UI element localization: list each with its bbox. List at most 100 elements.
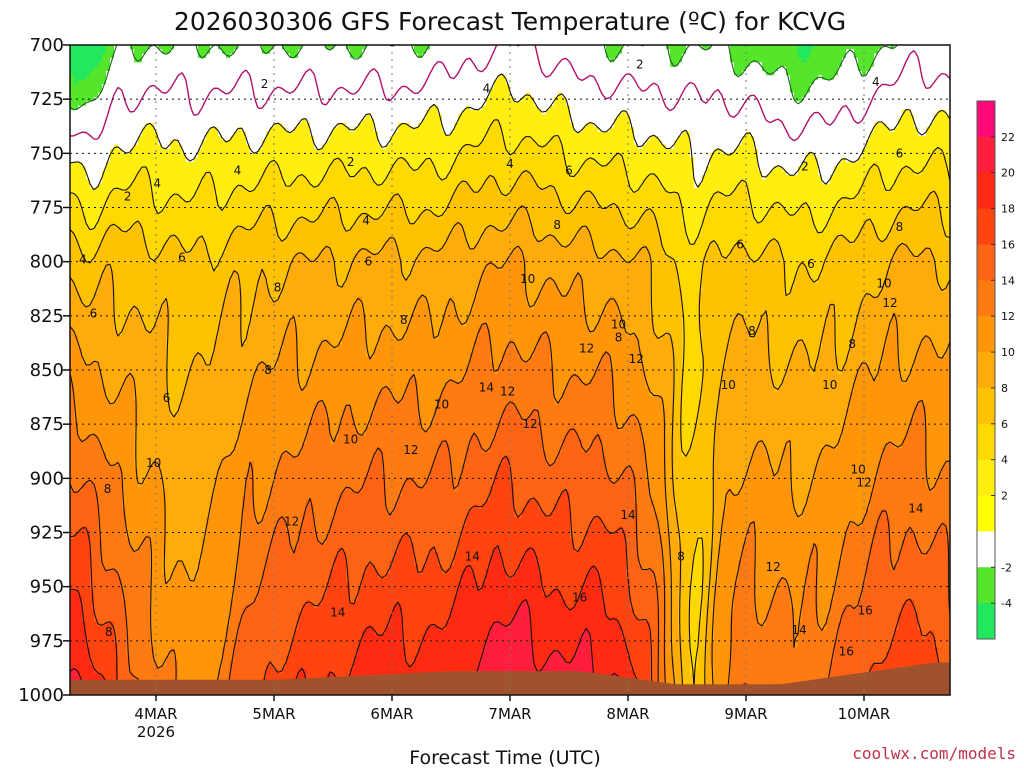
- field-cell: [886, 58, 891, 63]
- field-cell: [402, 67, 407, 72]
- field-cell: [882, 49, 887, 54]
- field-cell: [522, 58, 527, 63]
- field-cell: [526, 62, 531, 67]
- field-cell: [802, 54, 807, 59]
- field-cell: [590, 58, 595, 63]
- field-cell: [274, 67, 279, 72]
- field-cell: [790, 54, 795, 59]
- field-cell: [878, 54, 883, 59]
- field-cell: [102, 67, 107, 72]
- field-cell: [826, 58, 831, 63]
- field-cell: [326, 58, 331, 63]
- field-cell: [602, 58, 607, 63]
- field-cell: [578, 58, 583, 63]
- field-cell: [778, 58, 783, 63]
- field-cell: [202, 58, 207, 63]
- field-cell: [610, 54, 615, 59]
- field-cell: [406, 49, 411, 54]
- field-cell: [366, 62, 371, 67]
- field-cell: [842, 67, 847, 72]
- field-cell: [334, 54, 339, 59]
- field-cell: [890, 67, 895, 72]
- field-cell: [106, 49, 111, 54]
- field-cell: [258, 62, 263, 67]
- field-cell: [794, 54, 799, 59]
- field-cell: [454, 49, 459, 54]
- field-cell: [174, 58, 179, 63]
- field-cell: [714, 67, 719, 72]
- field-cell: [174, 54, 179, 59]
- field-cell: [178, 54, 183, 59]
- field-cell: [778, 54, 783, 59]
- field-cell: [238, 49, 243, 54]
- field-cell: [402, 62, 407, 67]
- field-cell: [666, 62, 671, 67]
- field-cell: [826, 49, 831, 54]
- field-cell: [386, 54, 391, 59]
- field-cell: [218, 54, 223, 59]
- field-cell: [670, 54, 675, 59]
- field-cell: [130, 67, 135, 72]
- field-cell: [938, 62, 943, 67]
- field-cell: [386, 62, 391, 67]
- field-cell: [822, 62, 827, 67]
- field-cell: [522, 67, 527, 72]
- field-cell: [242, 54, 247, 59]
- field-cell: [250, 54, 255, 59]
- field-cell: [302, 62, 307, 67]
- field-cell: [362, 67, 367, 72]
- field-cell: [214, 54, 219, 59]
- field-cell: [226, 67, 231, 72]
- field-cell: [610, 49, 615, 54]
- field-cell: [514, 67, 519, 72]
- field-cell: [198, 58, 203, 63]
- field-cell: [830, 62, 835, 67]
- field-cell: [542, 58, 547, 63]
- field-cell: [510, 67, 515, 72]
- field-cell: [162, 62, 167, 67]
- field-cell: [658, 54, 663, 59]
- field-cell: [810, 49, 815, 54]
- field-cell: [310, 54, 315, 59]
- field-cell: [126, 67, 131, 72]
- field-cell: [266, 58, 271, 63]
- field-cell: [614, 67, 619, 72]
- field-cell: [470, 49, 475, 54]
- field-cell: [690, 49, 695, 54]
- field-cell: [734, 49, 739, 54]
- field-cell: [650, 62, 655, 67]
- field-cell: [290, 67, 295, 72]
- field-cell: [334, 49, 339, 54]
- field-cell: [242, 62, 247, 67]
- field-cell: [922, 62, 927, 67]
- field-cell: [306, 54, 311, 59]
- field-cell: [690, 62, 695, 67]
- field-cell: [426, 62, 431, 67]
- field-cell: [394, 58, 399, 63]
- field-cell: [714, 58, 719, 63]
- field-cell: [246, 62, 251, 67]
- field-cell: [754, 54, 759, 59]
- field-cell: [126, 54, 131, 59]
- field-cell: [786, 62, 791, 67]
- field-cell: [874, 62, 879, 67]
- field-cell: [942, 54, 947, 59]
- field-cell: [898, 49, 903, 54]
- field-cell: [430, 49, 435, 54]
- field-cell: [342, 62, 347, 67]
- field-cell: [934, 49, 939, 54]
- field-cell: [118, 67, 123, 72]
- field-cell: [698, 54, 703, 59]
- field-cell: [654, 54, 659, 59]
- field-cell: [90, 54, 95, 59]
- field-cell: [926, 67, 931, 72]
- field-cell: [318, 62, 323, 67]
- field-cell: [194, 62, 199, 67]
- field-cell: [690, 67, 695, 72]
- field-cell: [566, 54, 571, 59]
- field-cell: [694, 62, 699, 67]
- field-cell: [594, 54, 599, 59]
- field-cell: [442, 54, 447, 59]
- field-cell: [734, 62, 739, 67]
- field-cell: [262, 54, 267, 59]
